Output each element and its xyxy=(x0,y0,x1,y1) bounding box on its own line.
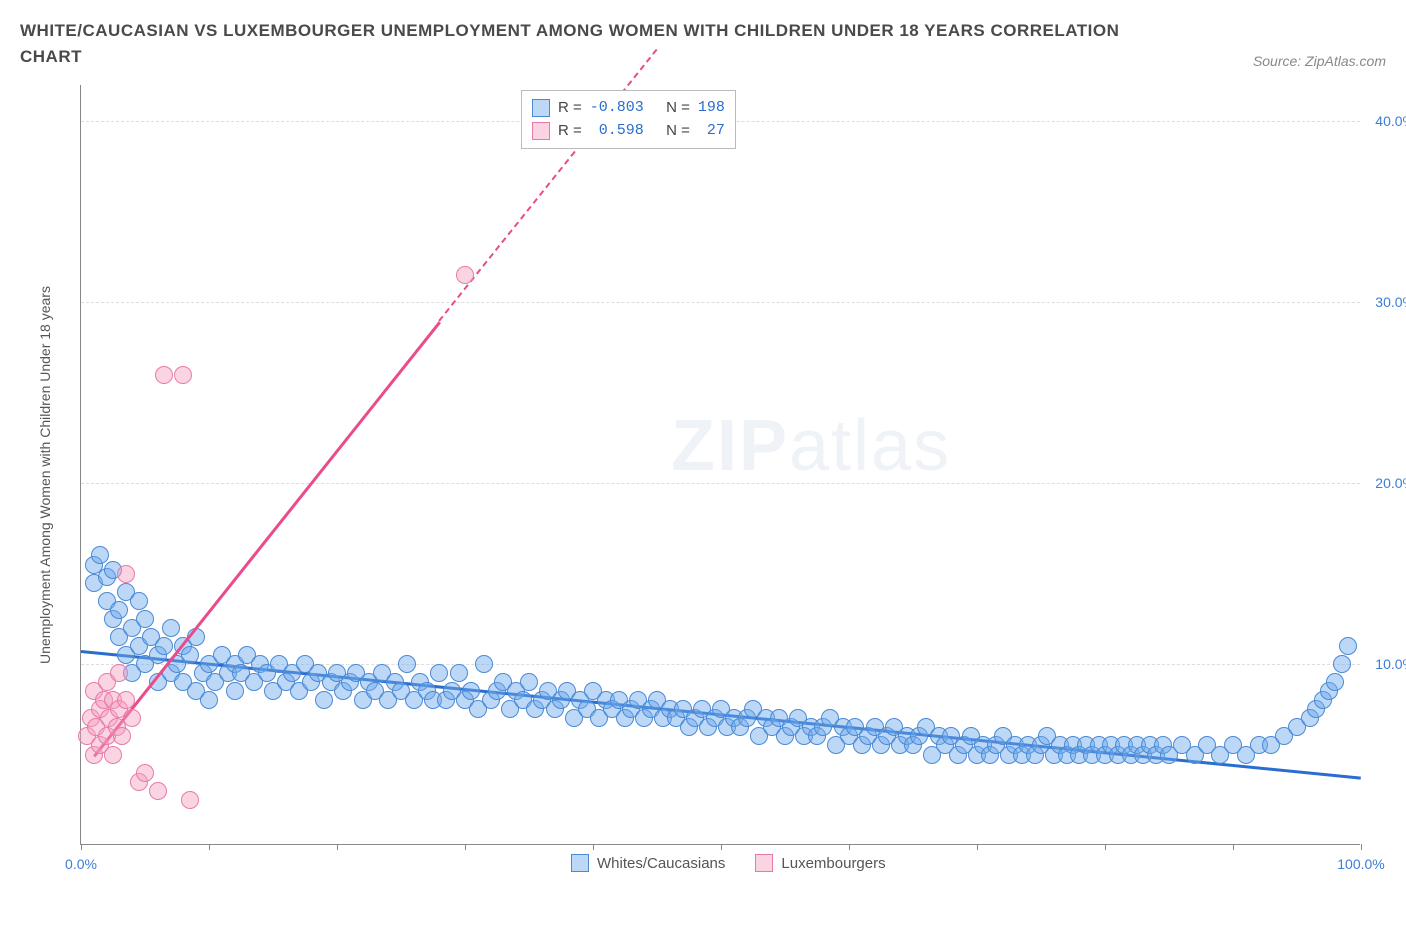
stat-value-r: -0.803 xyxy=(590,97,650,120)
x-tick-label: 0.0% xyxy=(65,856,97,872)
data-point xyxy=(113,727,131,745)
x-tick xyxy=(977,844,978,850)
chart-header: WHITE/CAUCASIAN VS LUXEMBOURGER UNEMPLOY… xyxy=(0,0,1406,69)
data-point xyxy=(123,709,141,727)
legend-swatch xyxy=(571,854,589,872)
data-point xyxy=(315,691,333,709)
data-point xyxy=(110,601,128,619)
x-tick xyxy=(593,844,594,850)
x-tick xyxy=(1105,844,1106,850)
x-tick xyxy=(465,844,466,850)
chart-title: WHITE/CAUCASIAN VS LUXEMBOURGER UNEMPLOY… xyxy=(20,18,1120,69)
data-point xyxy=(174,366,192,384)
legend-label: Whites/Caucasians xyxy=(597,855,725,872)
stat-value-n: 27 xyxy=(698,120,725,143)
x-tick xyxy=(81,844,82,850)
scatter-plot: ZIPatlas 10.0%20.0%30.0%40.0%0.0%100.0%R… xyxy=(80,85,1360,845)
data-point xyxy=(200,691,218,709)
data-point xyxy=(136,764,154,782)
data-point xyxy=(181,791,199,809)
x-tick xyxy=(1233,844,1234,850)
y-axis-title: Unemployment Among Women with Children U… xyxy=(37,286,53,664)
stat-value-n: 198 xyxy=(698,97,725,120)
stats-box: R =-0.803 N =198R = 0.598 N = 27 xyxy=(521,90,736,149)
data-point xyxy=(155,637,173,655)
y-tick-label: 40.0% xyxy=(1375,113,1406,129)
data-point xyxy=(136,610,154,628)
stats-row: R = -0.803 N = 198 xyxy=(532,97,725,120)
data-point xyxy=(110,664,128,682)
x-tick-label: 100.0% xyxy=(1337,856,1384,872)
data-point xyxy=(181,646,199,664)
data-point xyxy=(430,664,448,682)
legend-swatch xyxy=(532,99,550,117)
y-tick-label: 30.0% xyxy=(1375,294,1406,310)
x-tick xyxy=(849,844,850,850)
legend-swatch xyxy=(755,854,773,872)
legend-swatch xyxy=(532,122,550,140)
stat-label-n: N = xyxy=(658,97,690,120)
data-point xyxy=(155,366,173,384)
grid-line xyxy=(81,483,1360,484)
data-point xyxy=(398,655,416,673)
source-label: Source: ZipAtlas.com xyxy=(1253,53,1386,69)
stats-row: R = 0.598 N = 27 xyxy=(532,120,725,143)
grid-line xyxy=(81,302,1360,303)
data-point xyxy=(104,746,122,764)
data-point xyxy=(456,266,474,284)
data-point xyxy=(1326,673,1344,691)
y-tick-label: 20.0% xyxy=(1375,475,1406,491)
stat-label-n: N = xyxy=(658,120,690,143)
x-tick xyxy=(1361,844,1362,850)
legend-item: Whites/Caucasians xyxy=(571,854,725,872)
data-point xyxy=(149,782,167,800)
stat-label-r: R = xyxy=(558,97,582,120)
data-point xyxy=(520,673,538,691)
data-point xyxy=(117,691,135,709)
data-point xyxy=(1339,637,1357,655)
data-point xyxy=(91,546,109,564)
x-tick xyxy=(337,844,338,850)
data-point xyxy=(117,565,135,583)
legend-item: Luxembourgers xyxy=(755,854,885,872)
watermark: ZIPatlas xyxy=(671,405,951,487)
x-tick xyxy=(721,844,722,850)
stat-label-r: R = xyxy=(558,120,582,143)
data-point xyxy=(1333,655,1351,673)
data-point xyxy=(475,655,493,673)
data-point xyxy=(226,682,244,700)
stat-value-r: 0.598 xyxy=(590,120,650,143)
data-point xyxy=(162,619,180,637)
data-point xyxy=(130,592,148,610)
legend: Whites/Caucasians Luxembourgers xyxy=(571,854,886,872)
x-tick xyxy=(209,844,210,850)
data-point xyxy=(462,682,480,700)
legend-label: Luxembourgers xyxy=(781,855,885,872)
data-point xyxy=(450,664,468,682)
y-tick-label: 10.0% xyxy=(1375,656,1406,672)
chart-area: Unemployment Among Women with Children U… xyxy=(55,85,1385,865)
